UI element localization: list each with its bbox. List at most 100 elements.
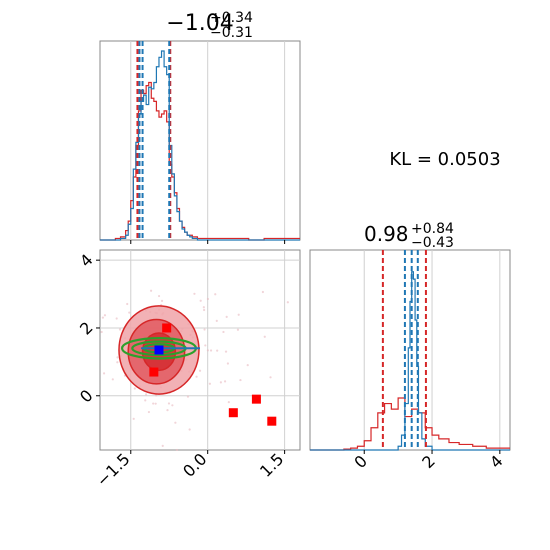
joint-sample-dot [215, 319, 218, 322]
joint-sample-dot [175, 448, 179, 452]
joint-sample-dot [128, 311, 131, 314]
joint-sample-dot [147, 410, 151, 414]
right-marginal-panel: 0 2 4 0.98 +0.84 −0.43 [309, 221, 511, 472]
joint-sample-dot [237, 313, 240, 316]
joint-sample-dot [199, 299, 202, 302]
joint-sample-dot [219, 381, 222, 384]
right-x-tick-label: 4 [486, 451, 507, 472]
joint-sample-dot [239, 378, 242, 382]
joint-sample-dot [188, 428, 191, 431]
joint-sample-dot [263, 335, 266, 338]
joint-sample-dot [102, 372, 106, 375]
joint-sample-dot [186, 395, 190, 398]
top-title-sup: +0.34 [210, 10, 253, 26]
joint-sample-dot [171, 404, 174, 407]
joint-sample-dot [133, 387, 136, 390]
right-title-sup: +0.84 [411, 221, 454, 237]
joint-y-tick-label: 0 [76, 386, 97, 407]
joint-green-contours [120, 337, 200, 360]
joint-x-ticks: −1.5 0.0 1.5 [93, 449, 288, 490]
joint-sample-dot [214, 293, 217, 296]
joint-sample-dot [116, 356, 119, 359]
joint-sample-dot [203, 328, 206, 331]
joint-x-tick-label: −1.5 [93, 449, 134, 490]
joint-sample-dot [167, 402, 171, 405]
joint-sample-dot [269, 376, 272, 379]
joint-sample-dot [154, 402, 157, 405]
joint-sample-dot [206, 349, 209, 352]
right-title-sub: −0.43 [411, 235, 454, 251]
joint-panel: −1.5 0.0 1.5 0 2 4 [76, 249, 301, 490]
right-x-tick-label: 2 [418, 451, 439, 472]
joint-sample-dot [225, 315, 228, 319]
joint-sample-dot [145, 393, 148, 396]
joint-red-square-marker [228, 408, 238, 418]
top-title-main: −1.04 [166, 11, 233, 36]
joint-y-tick-label: 2 [76, 318, 97, 339]
joint-sample-dot [216, 349, 219, 352]
joint-sample-dot [261, 290, 264, 294]
right-x-tick-label: 0 [350, 451, 371, 472]
joint-sample-dot [193, 292, 196, 295]
joint-sample-dot [157, 294, 161, 298]
joint-sample-dot [202, 308, 206, 312]
joint-sample-dot [195, 375, 198, 378]
top-title-sub: −0.31 [210, 25, 253, 41]
joint-sample-dot [100, 330, 103, 334]
joint-sample-dot [144, 399, 147, 402]
joint-sample-dot [118, 328, 122, 331]
joint-sample-dot [160, 299, 164, 302]
top-panel-title: −1.04 [166, 11, 233, 36]
top-marginal-panel: −1.04 +0.34 −0.31 [99, 10, 301, 244]
joint-sample-dot [208, 382, 211, 385]
joint-sample-dot [236, 328, 240, 331]
joint-sample-dot [155, 394, 158, 397]
joint-red-square-marker [162, 323, 172, 333]
joint-red-square-marker [149, 367, 159, 377]
joint-sample-dot [132, 417, 135, 420]
joint-sample-dot [115, 317, 118, 320]
joint-sample-dot [116, 361, 119, 364]
joint-sample-dot [152, 402, 155, 405]
kl-divergence-label: KL = 0.0503 [389, 149, 500, 170]
joint-sample-dot [126, 302, 129, 306]
joint-sample-dot [246, 364, 249, 367]
joint-blue-square-marker [154, 345, 164, 355]
right-panel-quantile-lines [381, 250, 427, 450]
joint-sample-dot [209, 349, 213, 352]
right-histogram-blue [310, 271, 510, 451]
joint-x-tick-label: 0.0 [179, 449, 210, 480]
right-title-main: 0.98 [364, 222, 409, 246]
joint-sample-dot [223, 380, 227, 383]
joint-sample-dot [202, 306, 205, 309]
top-panel-histograms [100, 50, 300, 241]
joint-sample-dot [103, 314, 107, 317]
joint-sample-dot [224, 350, 228, 353]
joint-sample-dot [149, 289, 153, 292]
right-panel-frame [309, 249, 511, 451]
joint-red-square-marker [267, 416, 277, 426]
top-panel-frame [99, 40, 301, 241]
joint-sample-dot [174, 421, 177, 424]
joint-sample-dot [206, 297, 210, 301]
top-panel-quantile-lines [136, 41, 172, 240]
joint-y-ticks: 0 2 4 [76, 250, 100, 406]
right-panel-grid [363, 250, 501, 450]
joint-sample-dot [198, 369, 202, 372]
right-panel-x-ticks: 0 2 4 [350, 450, 507, 472]
joint-sample-dot [204, 344, 207, 347]
joint-sample-dot [222, 330, 225, 334]
right-panel-histograms [310, 271, 510, 451]
top-panel-x-ticks [130, 240, 286, 244]
joint-sample-dot [161, 444, 164, 447]
joint-y-tick-label: 4 [76, 250, 97, 271]
joint-sample-dot [101, 316, 105, 319]
joint-sample-dot [227, 401, 230, 404]
joint-sample-dot [226, 362, 230, 365]
top-histogram-red [100, 81, 300, 241]
joint-red-square-marker [251, 394, 261, 404]
joint-sample-dot [166, 409, 169, 412]
joint-sample-dot [286, 301, 289, 304]
joint-sample-dot [111, 378, 114, 381]
